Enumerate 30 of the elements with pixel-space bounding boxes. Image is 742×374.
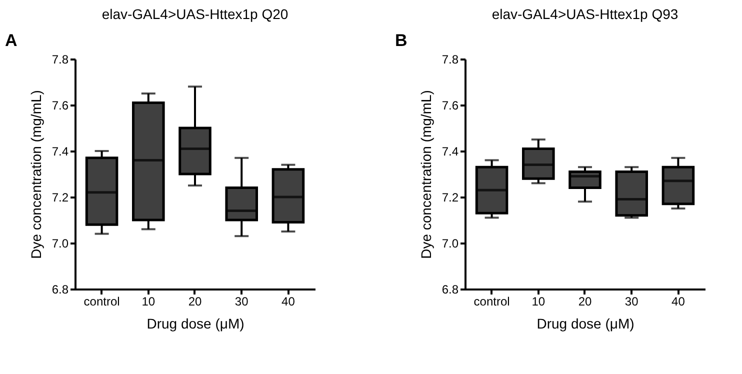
chart-title: elav-GAL4>UAS-Httex1p Q93 — [492, 6, 678, 22]
y-tick-label: 7.0 — [52, 236, 69, 250]
x-axis-title: Drug dose (μM) — [146, 316, 244, 332]
x-tick-label: 40 — [672, 294, 686, 308]
y-tick-label: 7.4 — [52, 144, 69, 158]
text: B — [395, 31, 408, 50]
y-tick-label: 7.6 — [52, 98, 69, 112]
y-tick-label: 6.8 — [442, 282, 459, 296]
chart-title: elav-GAL4>UAS-Httex1p Q20 — [102, 6, 288, 22]
x-tick-label: 10 — [532, 294, 546, 308]
y-tick-label: 7.6 — [442, 98, 459, 112]
y-tick-label: 7.8 — [52, 52, 69, 66]
x-tick-label: 30 — [624, 294, 639, 308]
x-axis-title: Drug dose (μM) — [536, 316, 634, 332]
y-tick-label: 7.4 — [442, 144, 459, 158]
x-tick-label: 40 — [282, 294, 296, 308]
text: A — [5, 31, 18, 50]
x-tick-label: 20 — [578, 294, 592, 308]
x-tick-label: 30 — [234, 294, 249, 308]
x-tick-label: control — [84, 294, 120, 308]
x-tick-label: control — [474, 294, 510, 308]
y-tick-label: 7.8 — [442, 52, 459, 66]
y-tick-label: 7.2 — [442, 190, 459, 204]
y-tick-label: 7.2 — [52, 190, 69, 204]
y-axis-title: Dye concentration (mg/mL) — [418, 90, 434, 259]
x-tick-label: 20 — [188, 294, 202, 308]
x-tick-label: 10 — [142, 294, 156, 308]
y-axis-title: Dye concentration (mg/mL) — [28, 90, 44, 259]
y-tick-label: 6.8 — [52, 282, 69, 296]
y-tick-label: 7.0 — [442, 236, 459, 250]
